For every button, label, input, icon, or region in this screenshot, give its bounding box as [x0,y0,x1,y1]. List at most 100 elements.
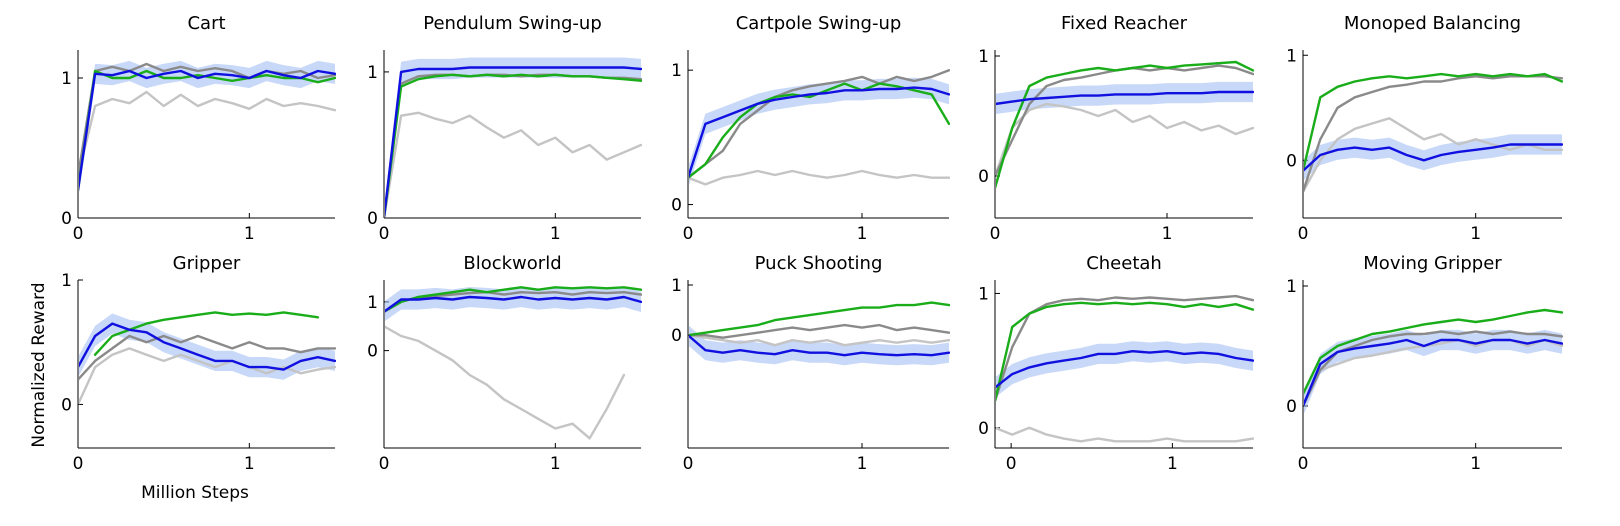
panel-title: Gripper [173,253,241,274]
x-tick-label: 1 [550,454,561,474]
series-line-blue [385,66,642,217]
y-tick-label: 0 [367,342,378,362]
panel-blockworld: Blockworld 0 1 0 1 [367,253,642,474]
series-line-gray-light [385,325,626,440]
series-line-gray-dark [79,334,336,381]
panel-fixed-reacher: Fixed Reacher 0 1 0 1 [978,13,1254,244]
plot-area [385,286,642,440]
series-line-gray-dark [689,69,950,179]
panel-title: Monoped Balancing [1344,13,1521,34]
x-tick-label: 0 [73,454,84,474]
series-line-gray-light [79,90,336,177]
series-line-green [1304,308,1563,395]
y-tick-label: 1 [61,271,72,291]
y-tick-label: 1 [1286,277,1297,297]
panel-puck-shooting: Puck Shooting 0 1 0 1 [671,253,950,474]
series-band-blue [79,60,335,194]
series-line-blue [79,322,336,371]
x-tick-label: 0 [1006,454,1017,474]
series-line-green [689,301,950,337]
x-tick-label: 1 [1470,224,1481,244]
series-band-blue [689,325,949,366]
series-line-gray-light [689,334,950,347]
panel-cheetah: Cheetah 0 1 0 1 [978,253,1254,474]
y-tick-label: 0 [367,209,378,229]
x-tick-label: 0 [683,454,694,474]
plot-area [689,301,950,366]
series-line-gray-dark [996,64,1254,177]
x-tick-label: 1 [244,454,255,474]
y-tick-label: 0 [978,167,989,187]
panel-pendulum-swing-up: Pendulum Swing-up 0 1 0 1 [367,13,642,244]
x-tick-label: 0 [379,224,390,244]
panel-title: Puck Shooting [755,253,883,274]
series-line-gray-dark [996,294,1254,402]
series-line-blue [689,86,950,179]
series-line-gray-light [79,347,336,406]
series-line-green [1304,72,1563,172]
series-line-blue [996,350,1254,389]
series-line-gray-dark [1304,75,1563,193]
panel-title: Cheetah [1086,253,1162,274]
panel-title: Moving Gripper [1363,253,1502,274]
series-line-green [385,286,642,313]
plot-area [385,57,642,217]
series-line-gray-light [1304,117,1563,193]
plot-area [79,311,336,406]
panel-cart: Cart 0 1 0 1 [61,13,336,244]
plot-area [689,69,950,186]
y-tick-label: 1 [978,284,989,304]
y-tick-label: 0 [978,419,989,439]
series-band-blue [385,57,641,217]
y-axis-label: Normalized Reward [29,282,49,447]
plot-area [996,60,1254,189]
panel-gripper: Gripper 0 1 0 1 [61,253,336,474]
x-tick-label: 0 [683,224,694,244]
series-line-green [996,60,1254,189]
x-tick-label: 0 [379,454,390,474]
panel-moving-gripper: Moving Gripper 0 1 0 1 [1286,253,1563,474]
y-tick-label: 1 [1286,46,1297,66]
x-tick-label: 1 [857,454,868,474]
series-line-green [996,301,1254,402]
y-tick-label: 0 [671,326,682,346]
panel-title: Pendulum Swing-up [423,13,602,34]
series-line-blue [385,295,642,313]
series-line-gray-dark [385,73,642,217]
series-line-gray-light [996,102,1254,177]
x-tick-label: 1 [857,224,868,244]
plot-area [79,60,336,194]
x-tick-label: 1 [244,224,255,244]
y-tick-label: 1 [61,69,72,89]
panel-cartpole-swing-up: Cartpole Swing-up 0 1 0 1 [671,13,950,244]
y-tick-label: 0 [61,209,72,229]
panel-monoped-balancing: Monoped Balancing 0 1 0 1 [1286,13,1563,244]
x-tick-label: 0 [73,224,84,244]
series-line-blue [1304,143,1563,172]
x-tick-label: 0 [990,224,1001,244]
y-tick-label: 1 [367,293,378,313]
x-tick-label: 1 [1167,454,1178,474]
series-line-gray-dark [79,62,336,177]
series-band-blue [79,313,335,380]
series-line-gray-light [996,426,1254,443]
series-line-green [79,69,336,191]
plot-area [996,294,1254,443]
x-axis-label: Million Steps [141,483,249,503]
y-tick-label: 0 [1286,151,1297,171]
plot-area [1304,72,1563,193]
y-tick-label: 0 [1286,397,1297,417]
y-tick-label: 0 [61,395,72,415]
y-tick-label: 1 [367,63,378,83]
x-tick-label: 0 [1298,454,1309,474]
y-tick-label: 1 [671,61,682,81]
x-tick-label: 1 [1470,454,1481,474]
series-line-blue [79,69,336,191]
series-line-gray-light [385,111,642,217]
panel-title: Cart [187,13,225,34]
panel-title: Fixed Reacher [1061,13,1188,34]
y-tick-label: 1 [671,276,682,296]
series-line-blue [689,334,950,357]
series-line-gray-light [689,169,950,186]
